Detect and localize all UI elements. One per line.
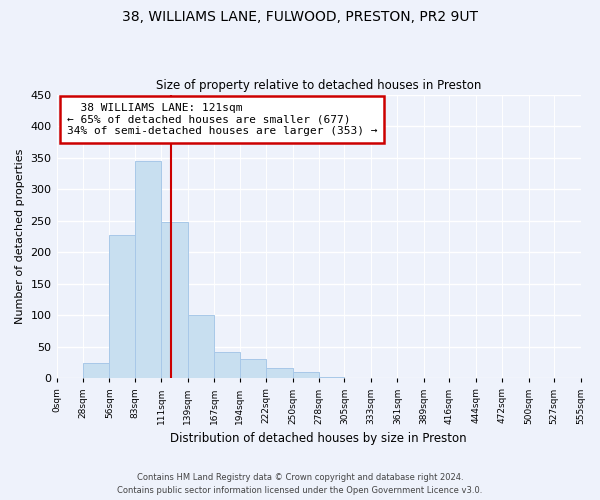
Bar	[83, 362, 109, 378]
Bar	[266, 368, 293, 378]
Y-axis label: Number of detached properties: Number of detached properties	[15, 148, 25, 324]
Text: Contains HM Land Registry data © Crown copyright and database right 2024.
Contai: Contains HM Land Registry data © Crown c…	[118, 474, 482, 495]
Bar	[188, 314, 214, 378]
Text: 38, WILLIAMS LANE, FULWOOD, PRESTON, PR2 9UT: 38, WILLIAMS LANE, FULWOOD, PRESTON, PR2…	[122, 10, 478, 24]
Bar	[293, 372, 319, 378]
Bar	[135, 161, 161, 378]
Title: Size of property relative to detached houses in Preston: Size of property relative to detached ho…	[156, 79, 481, 92]
Bar	[161, 222, 188, 378]
X-axis label: Distribution of detached houses by size in Preston: Distribution of detached houses by size …	[170, 432, 467, 445]
Bar	[109, 234, 135, 378]
Bar	[214, 352, 239, 378]
Bar	[239, 360, 266, 378]
Text: 38 WILLIAMS LANE: 121sqm
← 65% of detached houses are smaller (677)
34% of semi-: 38 WILLIAMS LANE: 121sqm ← 65% of detach…	[67, 103, 377, 136]
Bar	[319, 377, 344, 378]
